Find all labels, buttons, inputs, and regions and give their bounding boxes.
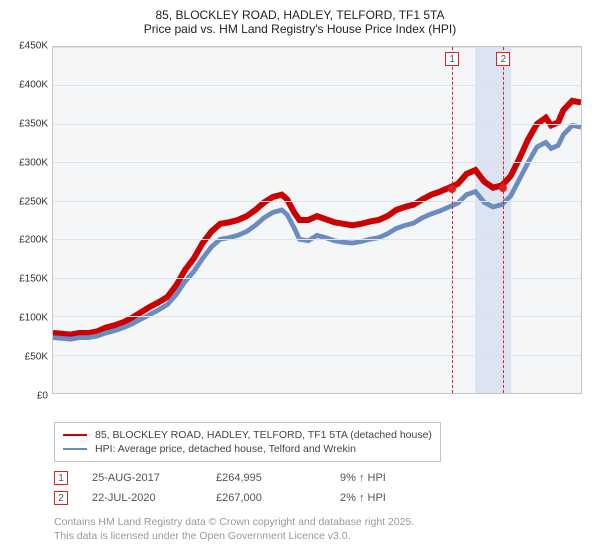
transaction-note: 2% ↑ HPI (340, 492, 440, 504)
y-axis-label: £250K (19, 196, 48, 207)
transaction-date: 22-JUL-2020 (92, 492, 192, 504)
transaction-marker: 1 (54, 471, 68, 485)
attribution-line: This data is licensed under the Open Gov… (54, 530, 590, 544)
y-axis-label: £300K (19, 157, 48, 168)
transaction-table: 1 25-AUG-2017 £264,995 9% ↑ HPI 2 22-JUL-2020… (54, 468, 590, 508)
chart-title: 85, BLOCKLEY ROAD, HADLEY, TELFORD, TF1 … (10, 8, 590, 22)
y-axis-label: £100K (19, 313, 48, 324)
y-axis-label: £50K (25, 352, 48, 363)
legend-row: HPI: Average price, detached house, Telf… (63, 442, 432, 456)
marker-dot (499, 184, 507, 192)
legend-swatch (63, 434, 87, 437)
y-axis-label: £0 (37, 391, 48, 402)
legend-label: HPI: Average price, detached house, Telf… (95, 443, 356, 455)
legend-swatch (63, 448, 87, 450)
transaction-row: 1 25-AUG-2017 £264,995 9% ↑ HPI (54, 468, 590, 488)
transaction-marker: 2 (54, 491, 68, 505)
marker-dot (448, 185, 456, 193)
y-axis-label: £150K (19, 274, 48, 285)
legend-label: 85, BLOCKLEY ROAD, HADLEY, TELFORD, TF1 … (95, 429, 432, 441)
marker-number: 2 (496, 52, 510, 66)
transaction-note: 9% ↑ HPI (340, 472, 440, 484)
y-axis-label: £350K (19, 118, 48, 129)
transaction-date: 25-AUG-2017 (92, 472, 192, 484)
legend-row: 85, BLOCKLEY ROAD, HADLEY, TELFORD, TF1 … (63, 428, 432, 442)
legend: 85, BLOCKLEY ROAD, HADLEY, TELFORD, TF1 … (54, 422, 441, 462)
transaction-price: £264,995 (216, 472, 316, 484)
y-axis-label: £450K (19, 41, 48, 52)
marker-vline (503, 47, 504, 393)
y-axis-label: £200K (19, 235, 48, 246)
transaction-row: 2 22-JUL-2020 £267,000 2% ↑ HPI (54, 488, 590, 508)
attribution-line: Contains HM Land Registry data © Crown c… (54, 516, 590, 530)
chart-subtitle: Price paid vs. HM Land Registry's House … (10, 22, 590, 36)
transaction-price: £267,000 (216, 492, 316, 504)
y-axis-label: £400K (19, 79, 48, 90)
marker-number: 1 (445, 52, 459, 66)
attribution: Contains HM Land Registry data © Crown c… (54, 516, 590, 543)
marker-vline (452, 47, 453, 393)
chart-area: 1995199619971998199920002001200220032004… (52, 42, 582, 412)
plot-area: 1995199619971998199920002001200220032004… (52, 46, 582, 394)
